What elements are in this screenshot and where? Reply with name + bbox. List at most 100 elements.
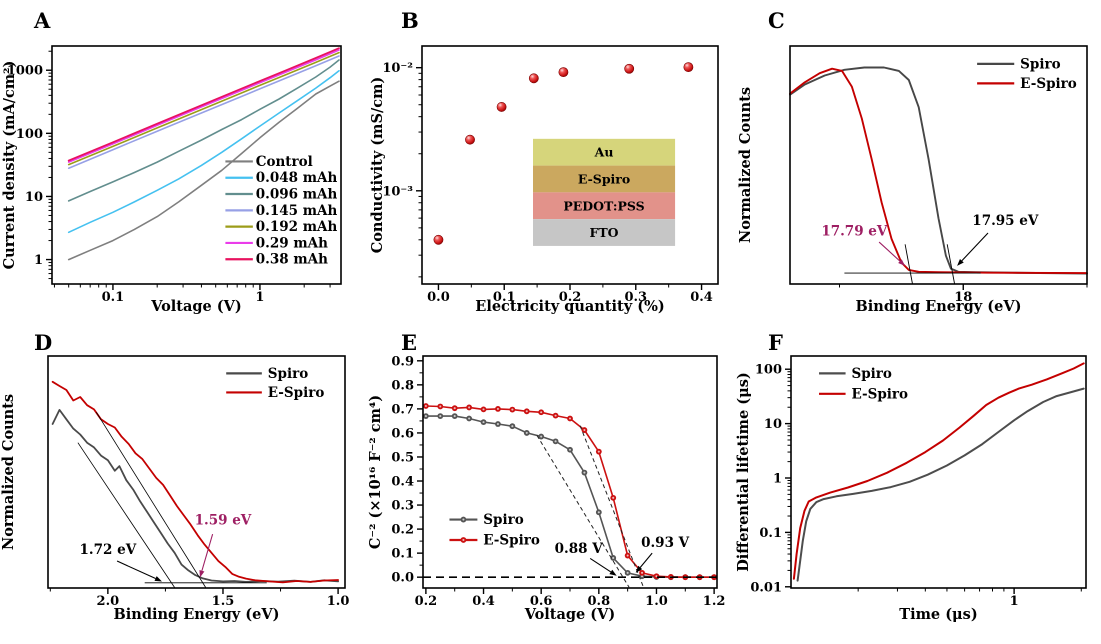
panel-a: A 0.1 1 1 10 100 1000 Control 0.048 mAh 0.096 mAh… [0,0,367,322]
annotation: 0.93 V [641,535,690,551]
guide-line [77,442,175,588]
x-axis-label: Voltage (V) [150,298,242,315]
x-tick-label: 1.0 [645,594,668,609]
plot-frame [422,355,718,589]
legend: Spiro E-Spiro [226,366,324,401]
legend: Spiro E-Spiro [449,512,540,548]
y-tick-label: 0.1 [759,526,782,541]
y-tick-label: 0.1 [391,547,414,562]
y-tick-label: 0.3 [391,499,414,514]
series-0.38 mAh [67,47,340,162]
x-tick-label: 18 [954,290,972,305]
annotation-arrow [116,560,156,580]
x-tick-label: 0.4 [472,594,495,609]
x-axis-label: Binding Energy (eV) [856,298,1022,315]
annotation-arrowhead [199,570,205,578]
annotation: 0.88 V [555,541,604,557]
series-E-Spiro [789,67,1088,275]
panel-d-chart: D 2.0 1.5 1.0 1.72 eV 1.59 eV Spiro E-Spiro Bind… [0,330,350,623]
y-tick-label: 10 [25,190,43,205]
series-0.096 mAh [67,59,340,202]
annotation-arrow [589,557,612,573]
annotation-arrowhead [635,565,643,573]
series-E-Spiro [51,380,340,584]
series-conductivity [433,62,694,245]
legend-label: 0.096 mAh [256,187,338,203]
x-tick-label: 1 [255,290,264,305]
x-tick-label: 2.0 [97,594,120,609]
data-point [558,67,569,78]
x-tick-label: 0.3 [624,290,647,305]
y-axis-label: Normalized Counts [737,87,754,243]
series-Spiro [789,66,1088,275]
series-Control [67,80,340,261]
panel-e: E 0.2 0.4 0.6 0.8 1.0 1.2 0.0 0.1 0.2 0.3 0.4 0.5 0.6… [367,322,734,644]
inset-layer-label: Au [594,145,614,160]
guide-line [95,411,207,588]
y-tick-label: 0.4 [391,475,414,490]
x-tick-label: 0.1 [493,290,516,305]
plot-frame [789,45,1088,285]
legend-label: Control [256,154,313,170]
legend-label: E-Spiro [483,532,540,548]
y-axis-label: Current density (mA/cm²) [1,61,18,270]
x-tick-label: 0.1 [102,290,125,305]
data-point [496,102,507,112]
legend-label: Spiro [268,366,308,382]
legend: Spiro E-Spiro [977,56,1077,92]
panel-c: C 18 17.79 eV 17.95 eV Spiro E-Spiro Binding E… [734,0,1101,322]
x-tick-label: 1.5 [212,594,235,609]
data-point [433,234,444,245]
annotation-arrow [201,533,214,571]
annotation: 1.72 eV [80,542,137,558]
plot-frame [790,355,1087,589]
axes: 0.2 0.4 0.6 0.8 1.0 1.2 0.0 0.1 0.2 0.3 0.4 0.5 0.6 0… [391,354,725,609]
panel-f-chart: F 1 0.01 0.1 1 10 100 Spiro E-Spiro Time (μs) Diff… [735,330,1087,623]
panel-b-chart: B 0.0 0.1 0.2 0.3 0.4 10⁻³ 10⁻² Au E-Spiro PEDOT:P… [369,8,719,315]
inset-layer [533,138,676,166]
panel-label-B: B [401,8,419,33]
x-tick-label: 1 [1010,594,1019,609]
x-tick-label: 0.0 [427,290,450,305]
annotation-arrowhead [957,258,964,266]
plot-frame [421,45,719,285]
legend-label: Spiro [1020,56,1060,72]
data-point [683,62,694,73]
series-0.048 mAh [67,70,340,234]
panel-label-D: D [34,330,52,355]
legend-label: E-Spiro [268,385,325,401]
legend-label: Spiro [851,366,891,382]
panel-label-E: E [401,330,417,355]
x-axis-label: Binding Energy (eV) [114,606,280,623]
annotation: 17.95 eV [972,213,1039,229]
guide-line [946,244,956,285]
data-point [624,63,635,74]
y-tick-label: 0.6 [391,426,414,441]
y-tick-label: 1000 [7,64,43,79]
legend-label: 0.192 mAh [256,219,338,235]
annotation-arrow [878,241,901,262]
y-tick-label: 10 [764,417,782,432]
legend-label: 0.38 mAh [256,252,328,268]
y-tick-label: 10⁻² [382,61,413,76]
panel-d: D 2.0 1.5 1.0 1.72 eV 1.59 eV Spiro E-Spiro Bind… [0,322,367,644]
annotation-arrow [639,552,653,568]
x-axis-label: Voltage (V) [524,606,616,623]
annotation: 17.79 eV [821,223,888,239]
x-tick-label: 1.0 [327,594,350,609]
series-Spiro [796,387,1085,582]
inset-layer-label: FTO [590,225,619,240]
annotation-arrowhead [609,569,617,576]
legend-label: E-Spiro [851,386,908,402]
y-tick-label: 1 [34,253,43,268]
legend-label: 0.145 mAh [256,203,338,219]
x-tick-label: 1.2 [703,594,726,609]
panel-label-C: C [768,8,785,33]
x-tick-label: 0.4 [690,290,713,305]
x-tick-label: 0.6 [530,594,553,609]
y-axis-label: Normalized Counts [0,394,17,550]
x-axis-label: Time (μs) [899,606,977,623]
